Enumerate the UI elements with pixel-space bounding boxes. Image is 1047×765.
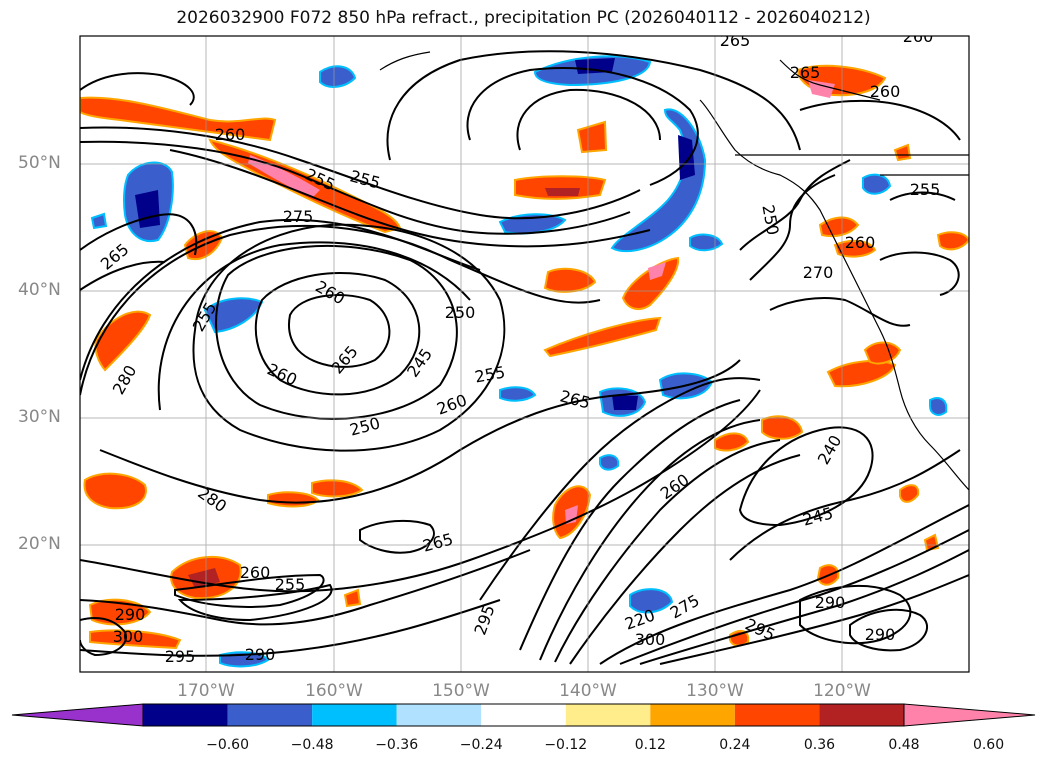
contour-label: 265 — [720, 31, 751, 50]
colorbar-tick-label: −0.48 — [290, 737, 334, 753]
lon-label-170w: 170°W — [177, 681, 235, 701]
contour-label: 300 — [635, 630, 666, 649]
contour-label: 290 — [865, 625, 896, 644]
contour-label: 255 — [910, 180, 941, 199]
colorbar-tick-label: 0.48 — [888, 737, 920, 753]
colorbar-segment — [396, 704, 482, 726]
colorbar-segment — [565, 704, 651, 726]
negative-precip-shading — [90, 55, 948, 668]
contour-label: 260 — [870, 82, 901, 101]
lat-label-20n: 20°N — [18, 534, 61, 554]
contour-label: 260 — [903, 27, 934, 46]
lat-label-40n: 40°N — [18, 280, 61, 300]
figure-title: 2026032900 F072 850 hPa refract., precip… — [176, 8, 871, 28]
colorbar-segment — [312, 704, 397, 726]
contour-label: 290 — [115, 605, 146, 624]
colorbar-tick-label: 0.36 — [803, 737, 836, 753]
map-frame — [79, 35, 970, 673]
contour-label: 260 — [215, 125, 246, 144]
lat-label-30n: 30°N — [18, 407, 61, 427]
lat-label-50n: 50°N — [18, 153, 61, 173]
lon-label-120w: 120°W — [813, 681, 871, 701]
contour-label: 290 — [815, 593, 846, 612]
colorbar-segment — [227, 704, 313, 726]
colorbar-tick-label: −0.36 — [375, 737, 419, 753]
contour-label: 265 — [790, 63, 821, 82]
lon-label-140w: 140°W — [559, 681, 617, 701]
colorbar-extend-low — [11, 703, 144, 727]
colorbar-extend-high — [903, 703, 1036, 727]
colorbar-segment — [650, 704, 735, 726]
refractivity-contours — [80, 50, 969, 665]
colorbar-segment — [481, 704, 566, 726]
contour-label: 260 — [845, 233, 876, 252]
colorbar-tick-label: 0.12 — [634, 737, 666, 753]
lon-label-130w: 130°W — [686, 681, 744, 701]
contour-label: 295 — [165, 647, 196, 666]
colorbar-segment — [734, 704, 820, 726]
colorbar-tick-label: −0.60 — [206, 737, 249, 753]
contour-label: 260 — [240, 563, 271, 582]
colorbar-tick-label: 0.24 — [719, 737, 751, 753]
contour-label: 270 — [803, 263, 834, 282]
colorbar-tick-label: 0.60 — [972, 737, 1005, 753]
contour-label: 290 — [245, 645, 276, 664]
contour-label: 275 — [283, 207, 314, 226]
lon-label-160w: 160°W — [305, 681, 363, 701]
contour-label: 255 — [275, 575, 306, 594]
colorbar-tick-label: −0.24 — [459, 737, 503, 753]
contour-label: 250 — [445, 303, 476, 322]
colorbar-tick-label: −0.12 — [544, 737, 588, 753]
colorbar-segment — [819, 704, 904, 726]
lon-label-150w: 150°W — [432, 681, 490, 701]
colorbar-segment — [143, 704, 228, 726]
graticule — [80, 36, 969, 672]
coastlines — [379, 51, 969, 491]
contour-label: 300 — [113, 627, 144, 646]
